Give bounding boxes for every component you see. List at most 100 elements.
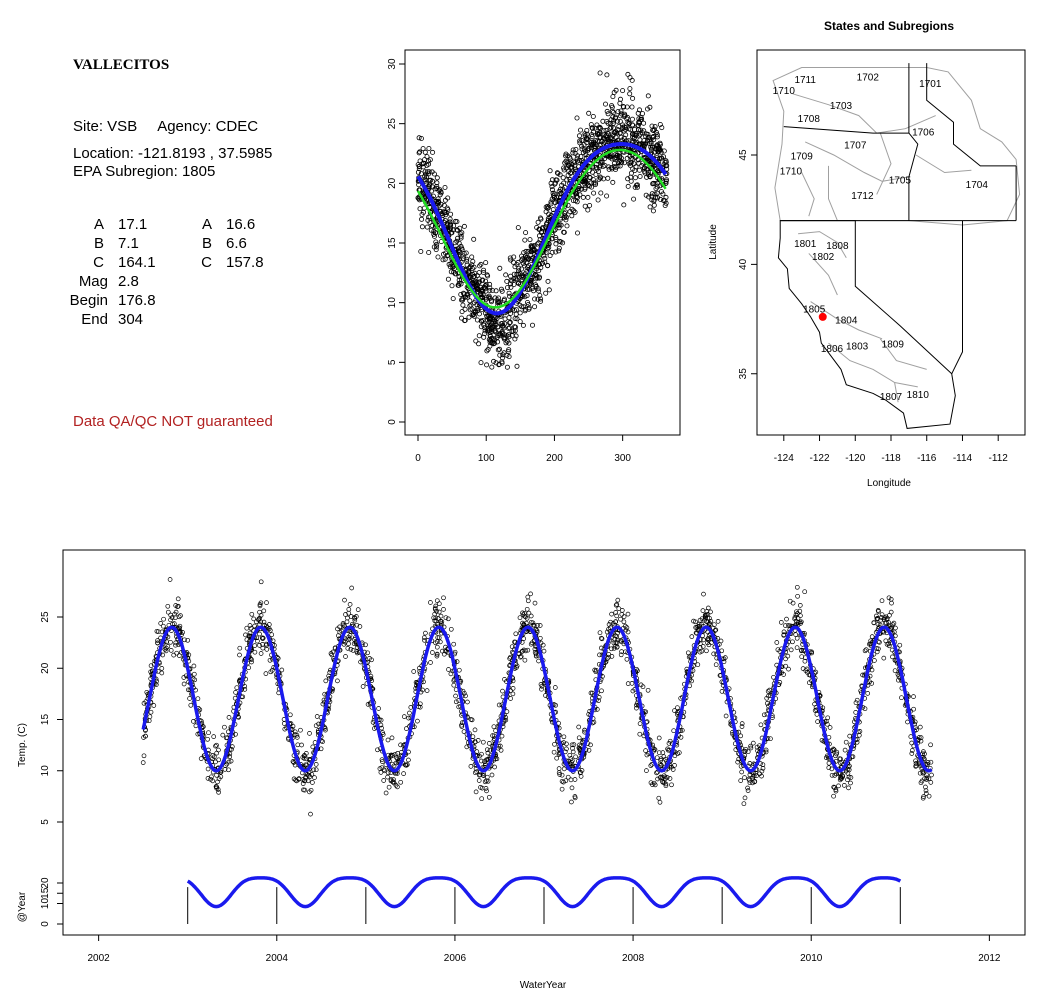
doy-point [510,259,516,265]
doy-point [553,249,559,255]
ts-point [700,608,706,613]
doy-point [482,325,488,331]
ts-point [421,635,427,640]
ts-point [407,710,412,716]
ts-point [912,719,918,725]
ts-point [205,766,211,772]
ts-point [738,778,744,783]
doy-point [618,108,624,114]
ts-point [713,662,719,668]
doy-point [594,142,600,148]
ts-point [742,775,747,780]
doy-point [652,191,658,197]
doy-point [632,175,638,181]
doy-point [627,75,633,81]
ts-point [348,646,354,652]
ts-point [168,639,173,645]
ts-point [188,702,194,708]
doy-point [591,180,597,186]
site-title: VALLECITOS [73,57,170,73]
doy-point [646,172,652,178]
ts-xlabel: WaterYear [520,980,567,991]
doy-point [574,199,580,205]
ts-point [525,598,531,604]
ts-point [441,595,446,601]
ts-point [739,721,745,726]
ts-point [599,688,604,694]
doy-point [434,185,440,191]
doy-point [655,195,661,201]
doy-point [545,203,551,209]
ts-point [523,620,529,626]
doy-point [608,153,614,159]
region-label: 1702 [857,73,880,84]
doy-point [521,258,527,264]
doy-point [528,277,534,283]
doy-ytick-label: 30 [387,58,398,70]
ts-point [151,703,157,708]
ts-point [513,631,519,637]
doy-point [528,244,534,250]
doy-point [478,261,484,267]
region-label: 1705 [889,175,912,186]
doy-point [463,250,469,256]
doy-point [478,360,484,366]
doy-point [533,283,539,289]
ts-point [565,774,571,780]
doy-point [534,275,540,281]
ts-point [754,773,759,778]
ts-point [637,721,643,726]
doy-point [543,249,549,255]
subregion-divider [808,253,838,296]
doy-point [507,255,513,261]
ts-point [472,727,478,733]
doy-point [535,296,541,302]
ts-point [474,769,480,775]
qa-warning: Data QA/QC NOT guaranteed [73,413,273,430]
doy-point [431,228,437,234]
ts-xtick-label: 2008 [622,953,645,964]
doy-point [426,169,432,175]
ts-point [205,736,210,742]
doy-point [508,281,514,287]
doy-point [434,180,440,186]
ts-point [389,735,395,741]
doy-point [613,155,619,161]
ts-point [879,612,885,618]
doy-point [647,159,653,165]
doy-point [500,322,506,328]
doy-point [587,174,593,180]
doy-point [538,230,544,236]
ts-point [879,598,885,604]
ts-point [233,690,238,695]
doy-point [618,96,624,102]
ts-point [892,668,898,674]
ts-ytick2-label: 0 [40,921,51,927]
doy-point [525,287,531,293]
doy-point [475,280,481,286]
ts-point [263,671,269,676]
doy-point [513,311,519,317]
ts-point [453,699,459,705]
ts-point [783,656,788,662]
doy-point [653,186,659,192]
doy-point [625,119,631,125]
ts-point [376,706,381,711]
doy-point [564,223,570,229]
doy-point [485,346,491,352]
doy-point [611,90,617,96]
doy-point [637,167,643,173]
doy-point [507,320,513,326]
doy-point [558,190,564,196]
ts-point [928,780,934,785]
doy-point [418,135,424,141]
map-axes: -124 -122 -120 -118 -116 -114 -112 35 40 45 [738,149,1008,464]
doy-point [460,253,466,259]
doy-point [506,340,512,346]
doy-point [549,177,555,183]
ts-point [561,734,567,740]
ts-points [140,577,934,924]
ts-point [261,608,267,614]
ts-point [890,654,895,660]
doy-point [584,127,590,133]
